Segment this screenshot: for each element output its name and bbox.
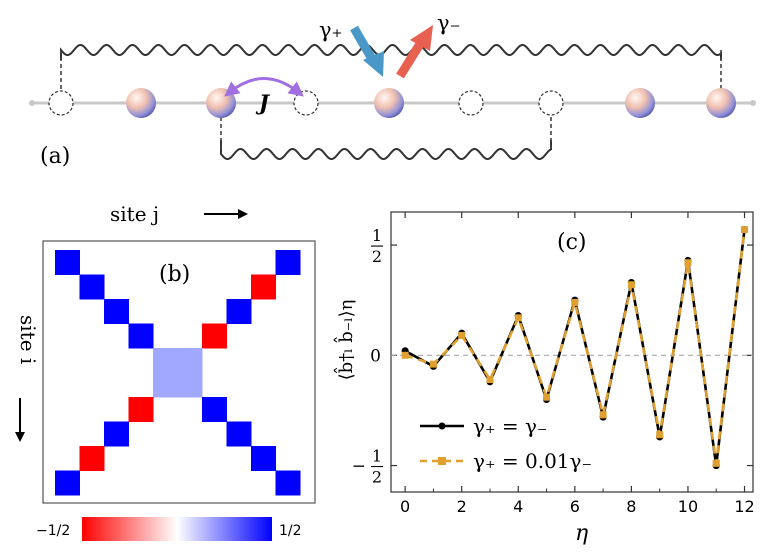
- x-tick-label: 6: [570, 497, 580, 516]
- empty-site: [293, 90, 319, 116]
- matrix-cell: [275, 250, 301, 275]
- series-line-2: [404, 229, 746, 465]
- series-2-point: [684, 259, 692, 267]
- colorbar-max-label: 1/2: [279, 523, 302, 539]
- panel-a-label: (a): [40, 144, 70, 169]
- axis-i-label: site i: [16, 315, 40, 364]
- legend-marker-series-2: [438, 457, 446, 465]
- matrix-cell: [202, 323, 227, 349]
- matrix-cell: [104, 421, 129, 447]
- matrix-cell: [128, 397, 154, 422]
- y-tick-sign: −: [352, 457, 366, 477]
- legend: γ₊ = γ₋ γ₊ = 0.01γ₋: [420, 414, 592, 473]
- axis-i-arrowhead: [15, 432, 25, 442]
- series-2-point: [401, 351, 409, 359]
- matrix-cell: [251, 446, 276, 471]
- data-series: [401, 226, 749, 470]
- matrix-cell: [226, 299, 252, 324]
- panel-c-label: (c): [557, 230, 587, 255]
- series-2-point: [599, 411, 607, 419]
- matrix-cell: [79, 446, 105, 471]
- x-tick-label: 4: [513, 497, 523, 516]
- series-line-1: [404, 229, 746, 467]
- axis-j-label: site j: [110, 202, 159, 226]
- x-axis-ticks: 0 2 4 6 8 10 12: [400, 212, 755, 516]
- series-2-point: [712, 459, 720, 467]
- plot-frame: [390, 211, 754, 493]
- atom: [374, 88, 404, 118]
- y-tick-numerator: 1: [372, 226, 382, 245]
- series-2-point: [656, 431, 664, 439]
- empty-site: [538, 90, 564, 116]
- matrix-cell: [153, 348, 178, 373]
- hopping-arrow: [224, 77, 304, 97]
- matrix-cell: [79, 274, 105, 300]
- gamma-plus-label: γ₊: [319, 18, 343, 42]
- matrix-cells: [55, 250, 301, 496]
- x-axis-label: η: [575, 521, 588, 546]
- series-2-point: [429, 360, 437, 368]
- matrix-cell: [104, 299, 129, 324]
- y-tick-label: 0: [370, 346, 381, 366]
- matrix-cell: [55, 250, 80, 275]
- colorbar-min-label: −1/2: [36, 523, 70, 539]
- y-tick-denominator: 2: [372, 468, 382, 487]
- legend-marker-series-1: [438, 422, 446, 430]
- matrix-cell: [251, 274, 276, 300]
- matrix-cell: [275, 470, 301, 496]
- x-tick-label: 12: [734, 497, 754, 516]
- waveguide-top: [60, 44, 722, 60]
- series-2-point: [741, 226, 749, 234]
- series-2-point: [571, 298, 579, 306]
- chain-end-left: [29, 100, 35, 106]
- panel-b: site j site i (b) −1/2 1/2: [15, 202, 316, 541]
- x-tick-label: 10: [678, 497, 698, 516]
- matrix-cell: [55, 470, 80, 496]
- hopping-label: J: [255, 90, 271, 115]
- y-tick-denominator: 2: [372, 247, 382, 266]
- legend-label-series-2: γ₊ = 0.01γ₋: [473, 449, 592, 473]
- x-tick-label: 0: [400, 497, 410, 516]
- panel-c: 120−12 0 2 4 6 8 10 12 (c) γ₊ = γ₋ γ₊ = 0.01γ₋…: [332, 211, 755, 546]
- y-axis-label: ⟨b̂†ₗ b̂₋ₗ⟩η: [332, 300, 357, 381]
- panel-b-label: (b): [159, 262, 190, 287]
- series-2-point: [543, 393, 551, 401]
- gamma-plus-arrow: [350, 25, 384, 77]
- x-tick-label: 8: [626, 497, 636, 516]
- matrix-cell: [202, 397, 227, 422]
- axis-j-arrowhead: [238, 209, 248, 219]
- matrix-cell: [177, 348, 203, 373]
- empty-site: [458, 90, 484, 116]
- series-2-point: [514, 314, 522, 322]
- legend-label-series-1: γ₊ = γ₋: [473, 414, 548, 438]
- panel-a: J γ₊ γ₋ (a): [29, 11, 756, 169]
- y-tick-numerator: 1: [372, 447, 382, 466]
- series-2-point: [627, 281, 635, 289]
- series-2-point: [486, 376, 494, 384]
- atom: [625, 88, 655, 118]
- colorbar: [82, 517, 272, 541]
- matrix-cell: [177, 372, 203, 398]
- series-2-point: [458, 331, 466, 339]
- gamma-minus-label: γ₋: [437, 11, 461, 35]
- atom: [126, 88, 156, 118]
- matrix-cell: [128, 323, 154, 349]
- matrix-cell: [153, 372, 178, 398]
- empty-site: [48, 90, 74, 116]
- gamma-minus-arrow: [396, 25, 433, 79]
- waveguide-bottom: [220, 140, 552, 160]
- matrix-cell: [226, 421, 252, 447]
- x-tick-label: 2: [457, 497, 467, 516]
- atom: [706, 88, 736, 118]
- chain-end-right: [750, 100, 756, 106]
